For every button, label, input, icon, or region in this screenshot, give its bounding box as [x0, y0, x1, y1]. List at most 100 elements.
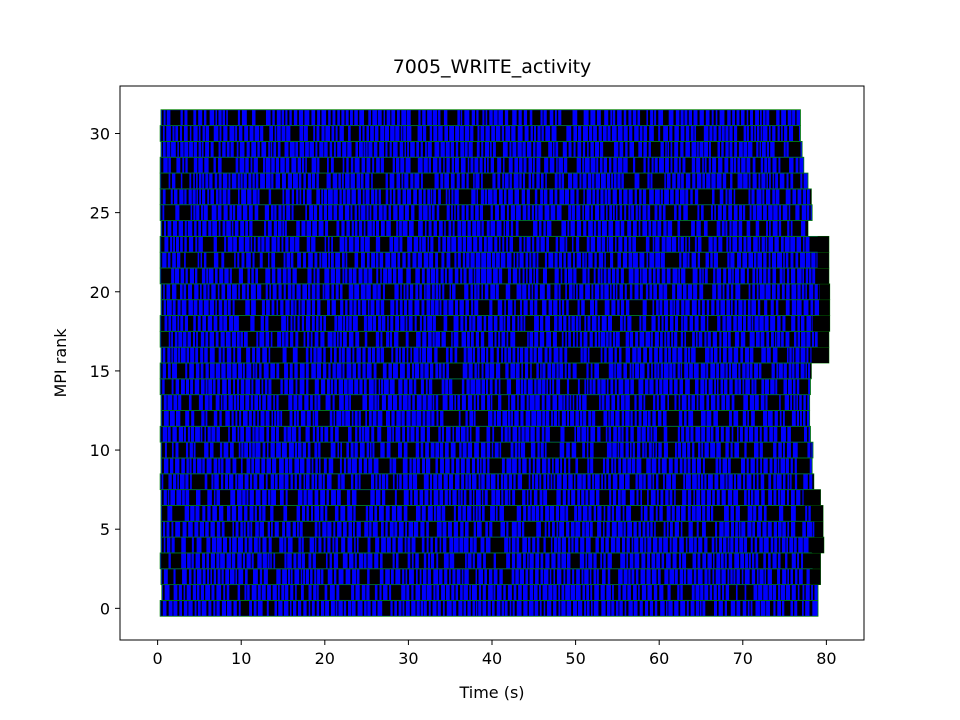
write-event-mark: [770, 173, 773, 189]
write-event-mark: [308, 505, 312, 521]
write-event-mark: [692, 569, 694, 585]
write-event-mark: [215, 490, 217, 505]
write-event-mark: [489, 474, 491, 490]
write-event-mark: [703, 284, 713, 300]
write-event-mark: [519, 189, 522, 205]
write-event-mark: [413, 284, 416, 300]
write-event-mark: [667, 284, 673, 300]
write-event-mark: [645, 157, 648, 173]
write-event-mark: [758, 426, 760, 442]
write-event-mark: [425, 284, 427, 300]
write-event-mark: [733, 284, 736, 300]
write-event-mark: [368, 505, 370, 521]
write-event-mark: [671, 236, 672, 252]
write-event-mark: [447, 316, 454, 331]
write-event-mark: [339, 585, 352, 600]
write-event-mark: [252, 474, 254, 490]
write-event-mark: [790, 442, 793, 458]
write-event-mark: [590, 537, 596, 553]
write-event-mark: [316, 157, 318, 173]
write-event-mark: [577, 331, 580, 347]
write-event-mark: [700, 553, 703, 569]
write-event-mark: [556, 600, 559, 616]
write-event-mark: [478, 442, 482, 458]
write-event-mark: [675, 474, 684, 490]
write-event-mark: [283, 474, 285, 490]
write-event-mark: [562, 395, 564, 410]
write-event-mark: [369, 442, 370, 458]
write-event-mark: [440, 331, 442, 347]
write-event-mark: [758, 442, 760, 458]
write-event-mark: [547, 585, 549, 600]
write-event-mark: [535, 442, 538, 458]
write-event-mark: [557, 252, 559, 268]
write-event-mark: [445, 331, 452, 347]
write-event-mark: [607, 189, 608, 205]
write-event-mark: [303, 110, 305, 126]
write-event-mark: [271, 221, 274, 236]
write-event-mark: [738, 410, 743, 426]
write-event-mark: [603, 284, 605, 300]
write-event-mark: [668, 521, 670, 537]
write-event-mark: [438, 410, 441, 426]
write-event-mark: [560, 490, 563, 505]
write-event-mark: [293, 442, 295, 458]
write-event-mark: [380, 284, 383, 300]
write-event-mark: [308, 363, 312, 379]
write-event-mark: [767, 585, 769, 600]
write-event-mark: [618, 141, 620, 157]
write-event-mark: [329, 300, 332, 316]
write-event-mark: [570, 331, 573, 347]
write-event-mark: [454, 126, 456, 141]
write-event-mark: [696, 236, 698, 252]
write-event-mark: [428, 490, 430, 505]
write-event-mark: [349, 221, 352, 236]
write-event-mark: [767, 221, 770, 236]
write-event-mark: [330, 110, 333, 126]
write-event-mark: [454, 585, 456, 600]
write-event-mark: [379, 395, 382, 410]
write-event-mark: [610, 173, 612, 189]
write-event-mark: [269, 426, 272, 442]
write-event-mark: [770, 268, 773, 284]
write-event-mark: [588, 569, 590, 585]
write-event-mark: [766, 521, 768, 537]
write-event-mark: [786, 569, 788, 585]
write-event-mark: [330, 537, 333, 553]
write-event-mark: [758, 458, 761, 474]
write-event-mark: [225, 110, 227, 126]
write-event-mark: [401, 442, 404, 458]
write-event-mark: [690, 173, 693, 189]
write-event-mark: [663, 490, 666, 505]
write-event-mark: [507, 490, 509, 505]
write-event-mark: [700, 505, 703, 521]
write-event-mark: [465, 157, 468, 173]
write-event-mark: [492, 331, 495, 347]
write-event-mark: [409, 141, 411, 157]
write-event-mark: [195, 205, 197, 221]
write-event-mark: [701, 236, 709, 252]
write-event-mark: [546, 110, 550, 126]
write-event-mark: [225, 284, 228, 300]
write-event-mark: [230, 505, 232, 521]
write-event-mark: [269, 300, 272, 316]
write-event-mark: [165, 521, 167, 537]
write-event-mark: [695, 157, 697, 173]
write-event-mark: [256, 585, 258, 600]
write-event-mark: [208, 331, 210, 347]
write-event-mark: [233, 521, 236, 537]
write-event-mark: [296, 157, 298, 173]
write-event-mark: [673, 189, 676, 205]
write-event-mark: [622, 205, 625, 221]
write-event-mark: [403, 205, 405, 221]
write-event-mark: [229, 585, 238, 600]
write-event-mark: [594, 474, 595, 490]
write-event-mark: [658, 379, 660, 395]
write-event-mark: [388, 474, 393, 490]
write-event-mark: [402, 126, 404, 141]
write-event-mark: [199, 252, 201, 268]
write-event-mark: [217, 173, 219, 189]
write-event-mark: [697, 284, 700, 300]
write-event-mark: [388, 379, 390, 395]
write-event-mark: [234, 126, 236, 141]
